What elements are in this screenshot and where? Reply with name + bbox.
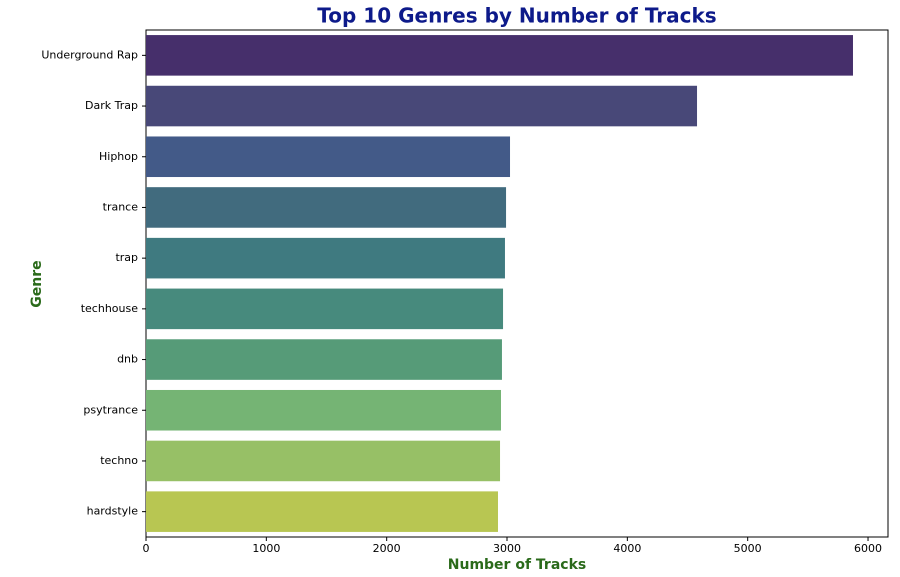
y-tick-label: Hiphop — [99, 150, 138, 163]
y-axis-label: Genre — [29, 260, 45, 307]
y-tick-label: techhouse — [81, 302, 139, 315]
y-tick-label: Underground Rap — [41, 48, 138, 61]
x-tick-label: 4000 — [613, 542, 641, 555]
bar — [146, 35, 853, 76]
x-tick-label: 0 — [143, 542, 150, 555]
bar — [146, 491, 498, 532]
x-axis-label: Number of Tracks — [448, 557, 586, 573]
bar — [146, 85, 698, 127]
x-tick-label: 6000 — [854, 542, 882, 555]
bar — [146, 389, 501, 431]
y-tick-label: techno — [100, 454, 138, 467]
y-tick-label: dnb — [117, 353, 138, 366]
bar — [146, 136, 511, 178]
y-tick-label: hardstyle — [87, 505, 139, 518]
y-tick-label: psytrance — [83, 403, 138, 416]
x-tick-label: 3000 — [493, 542, 521, 555]
bar — [146, 187, 507, 228]
y-tick-label: Dark Trap — [85, 99, 138, 112]
y-tick-label: trap — [115, 251, 138, 264]
bar — [146, 237, 505, 279]
x-tick-label: 1000 — [252, 542, 280, 555]
bar — [146, 440, 501, 482]
y-tick-label: trance — [103, 200, 139, 213]
bar — [146, 288, 504, 330]
plot-frame — [145, 29, 889, 538]
bar — [146, 339, 502, 380]
x-tick-label: 2000 — [373, 542, 401, 555]
x-tick-label: 5000 — [734, 542, 762, 555]
chart-title: Top 10 Genres by Number of Tracks — [317, 4, 716, 28]
